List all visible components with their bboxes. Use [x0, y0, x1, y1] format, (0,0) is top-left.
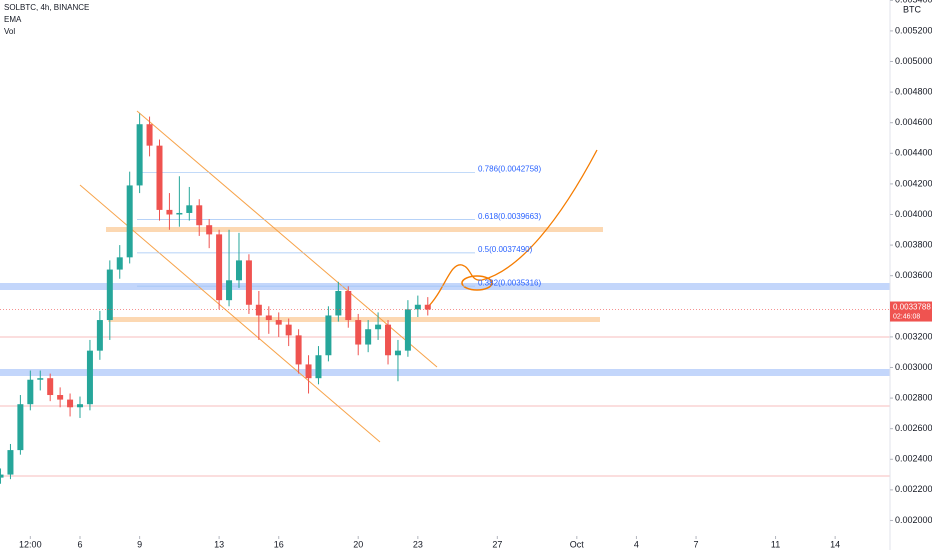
candle-body — [96, 320, 103, 351]
candle-body — [86, 350, 93, 405]
fib-label: 0.786(0.0042758) — [478, 164, 542, 173]
candle-body — [67, 399, 74, 408]
candle-body — [375, 324, 382, 330]
x-tick-label: 7 — [694, 539, 699, 549]
x-tick-label: 6 — [77, 539, 82, 549]
x-tick-label: 23 — [413, 539, 423, 549]
candle-body — [136, 124, 143, 186]
candle-body — [245, 260, 252, 305]
candle-body — [285, 324, 292, 336]
y-tick-label: 0.0052000 — [895, 25, 932, 35]
candle-body — [235, 260, 242, 281]
candle-body — [216, 234, 223, 301]
x-tick-label: 16 — [274, 539, 284, 549]
candle-body — [265, 315, 272, 321]
candle-body — [47, 378, 54, 396]
candle-body — [325, 315, 332, 356]
candle-body — [385, 324, 392, 356]
candle-body — [7, 450, 14, 475]
candle-body — [226, 280, 233, 301]
indicator-label: EMA — [4, 15, 22, 24]
highlight-circle — [461, 275, 493, 291]
x-tick-label: 11 — [771, 539, 780, 549]
x-tick-label: 13 — [214, 539, 224, 549]
countdown: 02:46:08 — [893, 313, 920, 320]
candle-body — [275, 320, 282, 325]
candle-body — [27, 379, 34, 405]
candle-body — [186, 205, 193, 213]
fib-label: 0.618(0.0039663) — [478, 212, 542, 221]
candle-body — [156, 145, 163, 210]
x-tick-label: 12:00 — [19, 539, 42, 549]
candle-body — [176, 212, 183, 215]
indicator-label: Vol — [4, 27, 15, 36]
resistance-zone — [106, 227, 603, 232]
x-tick-label: 20 — [353, 539, 363, 549]
candle-body — [345, 290, 352, 321]
candle-body — [355, 320, 362, 345]
fib-label: 0.382(0.0035316) — [478, 278, 542, 287]
candle-body — [414, 304, 421, 310]
x-tick-label: Oct — [570, 539, 585, 549]
candle-body — [206, 225, 213, 235]
x-tick-label: 14 — [830, 539, 840, 549]
resistance-zone — [108, 317, 600, 322]
candle-body — [424, 304, 431, 310]
candle-body — [196, 205, 203, 226]
support-zone — [0, 369, 890, 376]
last-price-box — [890, 301, 932, 322]
x-tick-label: 9 — [137, 539, 142, 549]
projection-path — [426, 149, 598, 309]
y-tick-label: 0.0054000 — [895, 0, 932, 5]
candle-body — [404, 309, 411, 351]
candle-body — [295, 335, 302, 365]
candle-body — [126, 185, 133, 258]
currency-label: BTC — [903, 4, 922, 14]
candle-body — [255, 304, 262, 316]
candle-body — [335, 290, 342, 316]
candle-body — [37, 378, 44, 380]
candle-body — [315, 355, 322, 379]
candle-body — [106, 269, 113, 321]
candle-body — [17, 404, 24, 451]
candle-body — [365, 329, 372, 345]
candle-body — [166, 209, 173, 215]
candle-body — [0, 474, 4, 478]
last-price-label: 0.0033788 — [893, 303, 931, 312]
fib-label: 0.5(0.0037490) — [478, 245, 533, 254]
candle-body — [57, 395, 64, 400]
candle-body — [146, 124, 153, 146]
x-tick-label: 27 — [492, 539, 502, 549]
channel-line — [136, 110, 438, 368]
candle-body — [305, 364, 312, 379]
candle-body — [116, 257, 123, 270]
x-tick-label: 4 — [634, 539, 639, 549]
candle-body — [77, 404, 84, 408]
candle-body — [394, 350, 401, 356]
chart-title: SOLBTC, 4h, BINANCE — [4, 3, 89, 12]
